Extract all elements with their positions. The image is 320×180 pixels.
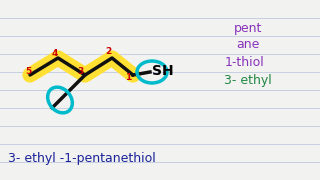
Text: ane: ane	[236, 38, 260, 51]
Text: 5: 5	[25, 68, 31, 76]
Text: 3: 3	[78, 68, 84, 76]
Text: 1-thiol: 1-thiol	[225, 56, 265, 69]
Text: 1: 1	[125, 73, 131, 82]
Text: 3- ethyl -1-pentanethiol: 3- ethyl -1-pentanethiol	[8, 152, 156, 165]
Text: 4: 4	[52, 50, 58, 59]
Text: SH: SH	[152, 64, 174, 78]
Text: 3- ethyl: 3- ethyl	[224, 74, 272, 87]
Text: 2: 2	[105, 48, 111, 57]
Text: pent: pent	[234, 22, 262, 35]
